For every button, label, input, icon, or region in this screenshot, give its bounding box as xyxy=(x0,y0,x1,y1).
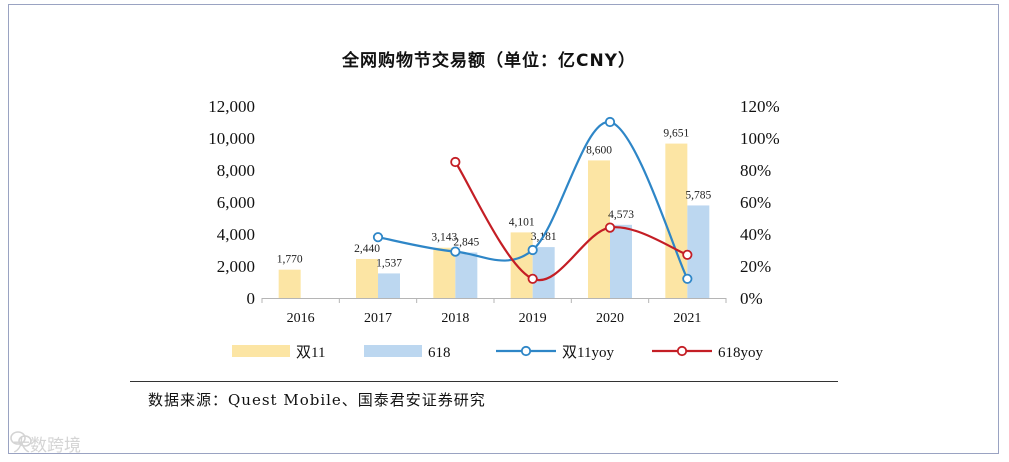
y-left-tick-label: 6,000 xyxy=(217,193,255,212)
y-right-tick-label: 40% xyxy=(740,225,771,244)
watermark: 大数跨境 xyxy=(10,430,81,456)
line-双11yoy xyxy=(377,120,689,280)
legend-label: 双11yoy xyxy=(562,344,614,361)
bar-data-label: 1,770 xyxy=(277,254,303,266)
point-618yoy xyxy=(604,222,616,233)
y-left-tick-label: 0 xyxy=(247,289,256,308)
point-双11yoy xyxy=(527,244,538,256)
point-618yoy xyxy=(527,273,538,284)
bar-双11 xyxy=(510,232,533,298)
bar-data-label: 8,600 xyxy=(586,144,612,156)
bar-双11 xyxy=(433,247,456,298)
y-right-tick-label: 120% xyxy=(740,97,780,116)
y-right-tick-label: 60% xyxy=(740,193,771,212)
y-right-tick-label: 80% xyxy=(740,161,771,180)
point-双11yoy xyxy=(682,273,693,284)
point-双11yoy xyxy=(604,116,616,128)
x-tick-label: 2019 xyxy=(519,311,547,326)
y-right-tick-label: 100% xyxy=(740,129,780,148)
x-tick-label: 2016 xyxy=(287,311,315,326)
legend-marker-618yoy xyxy=(676,345,688,357)
bar-618 xyxy=(687,205,710,298)
bar-data-label: 2,845 xyxy=(453,236,479,248)
line-618yoy xyxy=(454,161,688,282)
bar-data-label: 4,101 xyxy=(509,216,535,228)
bar-双11 xyxy=(665,143,688,298)
legend-label: 双11 xyxy=(296,344,325,361)
point-双11yoy xyxy=(372,232,384,243)
point-双11yoy xyxy=(450,246,461,257)
x-tick-label: 2020 xyxy=(596,311,624,326)
legend-label: 618yoy xyxy=(718,345,764,361)
bar-618 xyxy=(378,273,400,298)
legend-swatch-双11 xyxy=(232,345,290,357)
y-left-tick-label: 12,000 xyxy=(208,97,255,116)
y-right-tick-label: 0% xyxy=(740,289,763,308)
bar-618 xyxy=(455,252,478,298)
y-right-tick-label: 20% xyxy=(740,257,771,276)
bar-data-label: 3,143 xyxy=(431,232,457,244)
y-left-tick-label: 4,000 xyxy=(217,225,255,244)
bar-data-label: 4,573 xyxy=(608,209,634,221)
legend-swatch-618 xyxy=(364,345,422,357)
y-left-tick-label: 8,000 xyxy=(217,161,255,180)
bar-双11 xyxy=(588,160,610,298)
source-note: 数据来源：Quest Mobile、国泰君安证券研究 xyxy=(148,391,486,409)
legend-marker-双11yoy xyxy=(520,345,532,357)
x-tick-label: 2017 xyxy=(364,311,392,326)
bar-data-label: 5,785 xyxy=(685,189,711,201)
chart-title: 全网购物节交易额（单位：亿CNY） xyxy=(341,51,636,71)
point-618yoy xyxy=(450,156,461,168)
x-tick-label: 2018 xyxy=(441,311,469,326)
bar-data-label: 2,440 xyxy=(354,243,380,255)
bar-618 xyxy=(532,247,555,298)
watermark-text: 大数跨境 xyxy=(13,435,81,456)
point-618yoy xyxy=(682,249,693,260)
y-left-tick-label: 2,000 xyxy=(217,257,255,276)
bar-data-label: 9,651 xyxy=(663,128,689,140)
bar-data-label: 1,537 xyxy=(376,257,402,269)
source-divider xyxy=(130,381,838,382)
x-tick-label: 2021 xyxy=(673,311,701,326)
bar-618 xyxy=(610,224,632,298)
bar-双11 xyxy=(356,258,378,298)
bar-双11 xyxy=(278,269,301,298)
legend-label: 618 xyxy=(428,345,451,361)
y-left-tick-label: 10,000 xyxy=(208,129,255,148)
